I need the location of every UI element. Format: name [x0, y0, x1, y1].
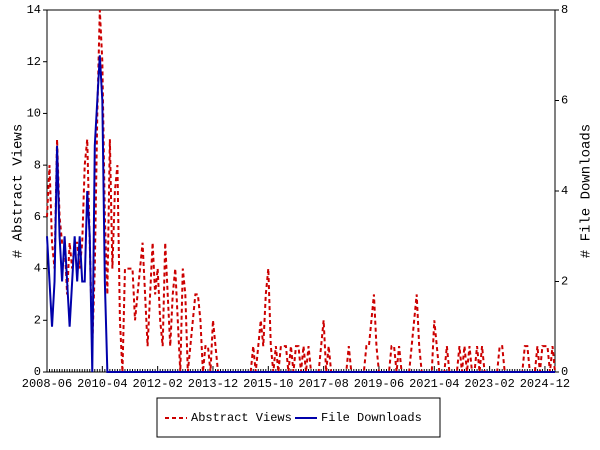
- x-tick-label: 2013-12: [188, 377, 238, 391]
- y-tick-label: 12: [27, 55, 41, 69]
- x-tick-label: 2021-04: [409, 377, 459, 391]
- x-tick-label: 2010-04: [77, 377, 127, 391]
- y-tick-label: 8: [34, 158, 41, 172]
- series-line: [46, 55, 555, 373]
- y-tick-label: 6: [34, 210, 41, 224]
- x-tick-label: 2024-12: [520, 377, 570, 391]
- x-tick-label: 2017-08: [298, 377, 348, 391]
- y-tick-label: 14: [27, 3, 41, 17]
- x-tick-label: 2023-02: [464, 377, 514, 391]
- x-tick-label: 2019-06: [354, 377, 404, 391]
- y2-tick-label: 8: [561, 3, 568, 17]
- x-tick-label: 2012-02: [132, 377, 182, 391]
- y2-tick-label: 4: [561, 184, 568, 198]
- legend-label: Abstract Views: [191, 411, 292, 425]
- y2-tick-label: 0: [561, 365, 568, 379]
- y2-tick-label: 6: [561, 94, 568, 108]
- y-tick-label: 10: [27, 107, 41, 121]
- y-tick-label: 2: [34, 313, 41, 327]
- legend-label: File Downloads: [321, 411, 422, 425]
- y2-axis-label: # File Downloads: [579, 124, 595, 258]
- x-tick-label: 2015-10: [243, 377, 293, 391]
- y-axis-label: # Abstract Views: [11, 124, 27, 258]
- y-tick-label: 4: [34, 262, 41, 276]
- y-tick-label: 0: [34, 365, 41, 379]
- y2-tick-label: 2: [561, 275, 568, 289]
- x-tick-label: 2008-06: [22, 377, 72, 391]
